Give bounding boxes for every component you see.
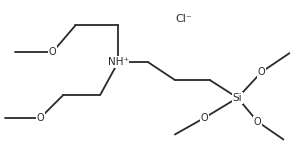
Text: O: O	[254, 117, 261, 127]
Text: Si: Si	[233, 93, 242, 103]
Text: Cl⁻: Cl⁻	[175, 14, 192, 24]
Text: O: O	[201, 113, 209, 123]
Text: O: O	[37, 113, 44, 123]
Text: O: O	[49, 47, 56, 57]
Text: O: O	[258, 67, 265, 77]
Text: NH⁺: NH⁺	[108, 57, 129, 67]
